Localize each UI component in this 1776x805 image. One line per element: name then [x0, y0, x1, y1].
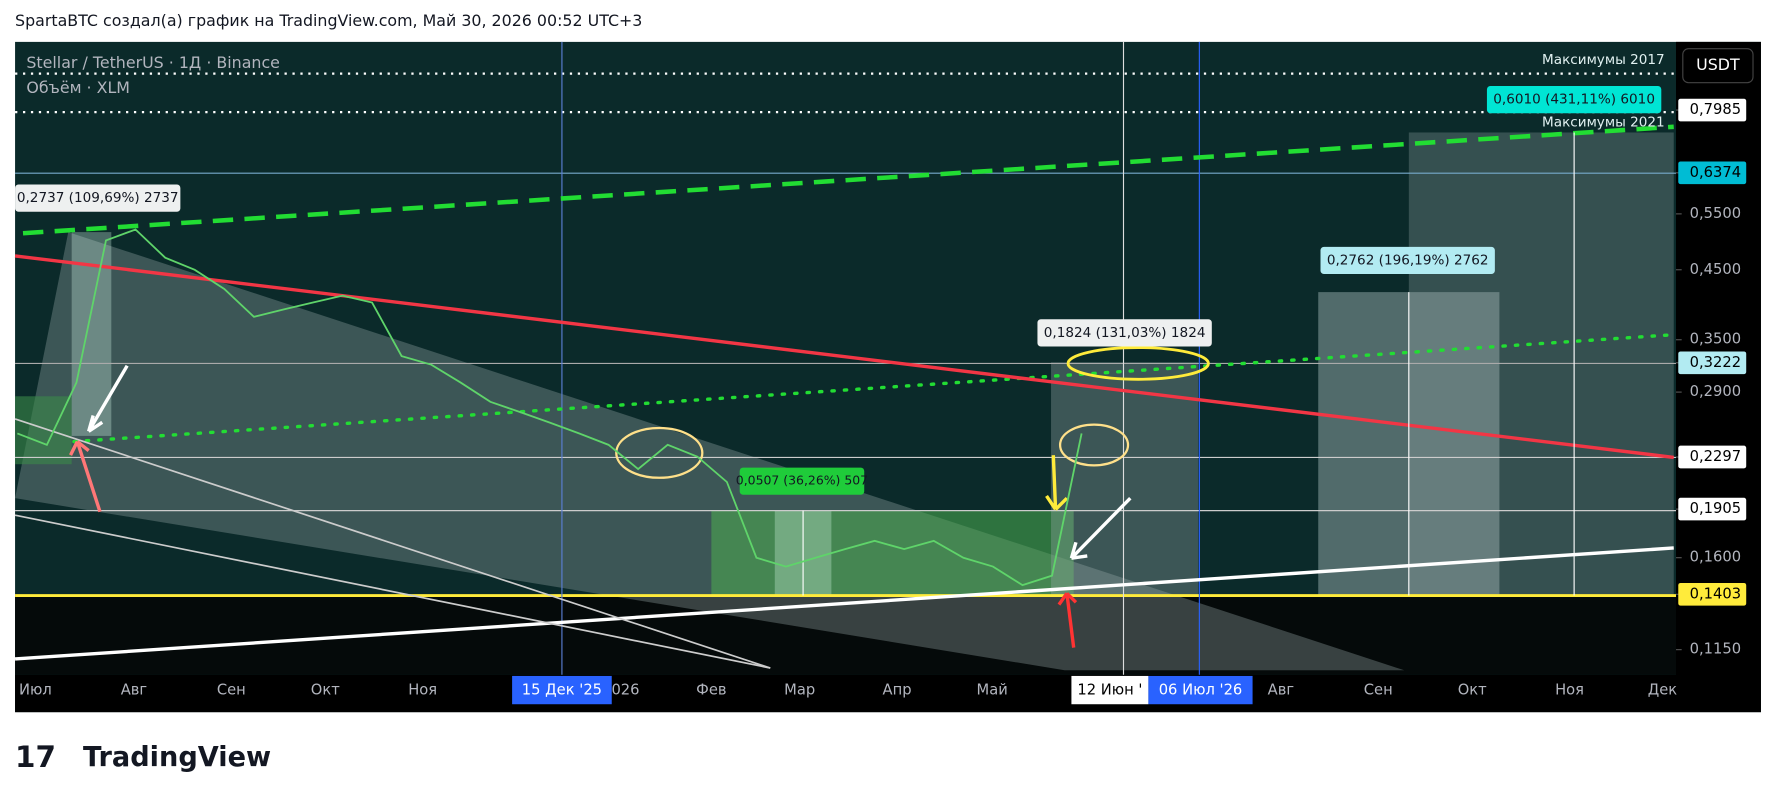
header-title: SpartaBTC создал(а) график на TradingVie…	[15, 11, 642, 30]
annotation-box	[1037, 319, 1212, 347]
currency[interactable]: USDT	[1696, 55, 1740, 74]
annotation: 0,1824 (131,03%) 1824	[1044, 325, 1206, 341]
annotation-box	[739, 467, 865, 495]
x-tick-label: Сен	[217, 682, 246, 699]
y-tick-label: 0,4500	[1690, 261, 1741, 278]
y-tick-label: 0,1905	[1690, 500, 1741, 517]
x-tick-label: Мар	[784, 682, 815, 699]
trendline	[14, 514, 771, 669]
x-tick-label: Фев	[696, 682, 726, 699]
price-box	[1678, 497, 1747, 521]
price-box	[1678, 161, 1747, 185]
box	[15, 396, 72, 465]
arrow	[1057, 592, 1078, 648]
trendline	[14, 254, 1674, 460]
currency-button[interactable]	[1682, 48, 1754, 84]
trendline	[72, 333, 1669, 444]
x-tick-label: Окт	[1458, 682, 1487, 699]
lower-zone	[15, 595, 1677, 675]
annotation-box	[1320, 246, 1495, 274]
level-label: Максимумы 2021	[1542, 114, 1665, 130]
price-axis	[1676, 41, 1761, 713]
y-tick-label: 0,1600	[1690, 549, 1741, 566]
arrow	[1069, 496, 1132, 560]
box	[711, 510, 1074, 596]
x-tick-label: Апр	[883, 682, 912, 699]
level-label: Максимумы 2017	[1542, 52, 1665, 68]
y-tick-label: 0,6374	[1690, 164, 1741, 181]
time-marker	[1148, 675, 1253, 705]
y-tick-label: 0,3500	[1690, 331, 1741, 348]
x-tick-label: Дек	[1648, 682, 1678, 699]
price-box	[1678, 445, 1747, 469]
x-tick-label: Ноя	[408, 682, 437, 699]
symbol-legend: Stellar / TetherUS · 1Д · Binance	[26, 53, 280, 72]
annotation-box	[1486, 86, 1662, 114]
y-tick-label: 0,1150	[1690, 641, 1741, 658]
price-line	[17, 228, 1083, 587]
y-tick-label: 0,2900	[1690, 383, 1741, 400]
time-marker	[1071, 675, 1149, 705]
x-tick-label: Авг	[121, 682, 147, 699]
arrow	[1045, 455, 1069, 511]
time-marker-label: 15 Дек '25	[522, 682, 602, 699]
trendline	[14, 546, 1674, 661]
y-tick-label: 0,2297	[1690, 448, 1741, 465]
price-box	[1678, 351, 1747, 375]
ellipse	[1066, 346, 1210, 381]
x-tick-label: Окт	[311, 682, 340, 699]
ellipse	[1058, 423, 1130, 467]
annotation-box	[15, 184, 181, 212]
y-tick-label: 0,1403	[1690, 585, 1741, 602]
x-tick-label: Сен	[1364, 682, 1393, 699]
logo: TradingView	[83, 742, 271, 773]
annotation: 0,6010 (431,11%) 6010	[1493, 92, 1655, 108]
arrow	[87, 364, 129, 433]
time-marker-label: 12 Июн '	[1077, 682, 1142, 699]
price-box	[1678, 98, 1747, 122]
time-marker-label: 06 Июл '26	[1159, 682, 1243, 699]
arrow	[69, 440, 102, 513]
trendline	[22, 124, 1674, 236]
ellipse	[615, 426, 704, 479]
price-box	[1678, 582, 1747, 606]
annotation: 0,0507 (36,26%) 507	[736, 473, 868, 488]
time-axis	[15, 674, 1677, 713]
annotation: 0,2737 (109,69%) 2737	[17, 190, 179, 206]
annotation: 0,2762 (196,19%) 2762	[1327, 252, 1489, 268]
logo-mark: 17	[15, 740, 56, 774]
x-tick-label: Ноя	[1555, 682, 1584, 699]
y-tick-label: 0,5500	[1690, 205, 1741, 222]
time-marker	[512, 675, 612, 705]
box	[1408, 132, 1674, 596]
y-tick-label: 0,7985	[1690, 101, 1741, 118]
x-tick-label: Май	[977, 682, 1008, 699]
volume-legend: Объём · XLM	[26, 78, 130, 97]
x-tick-label: Июл	[19, 682, 52, 699]
trendline	[14, 418, 771, 669]
x-tick-label: Авг	[1268, 682, 1294, 699]
y-tick-label: 0,3222	[1690, 354, 1741, 371]
